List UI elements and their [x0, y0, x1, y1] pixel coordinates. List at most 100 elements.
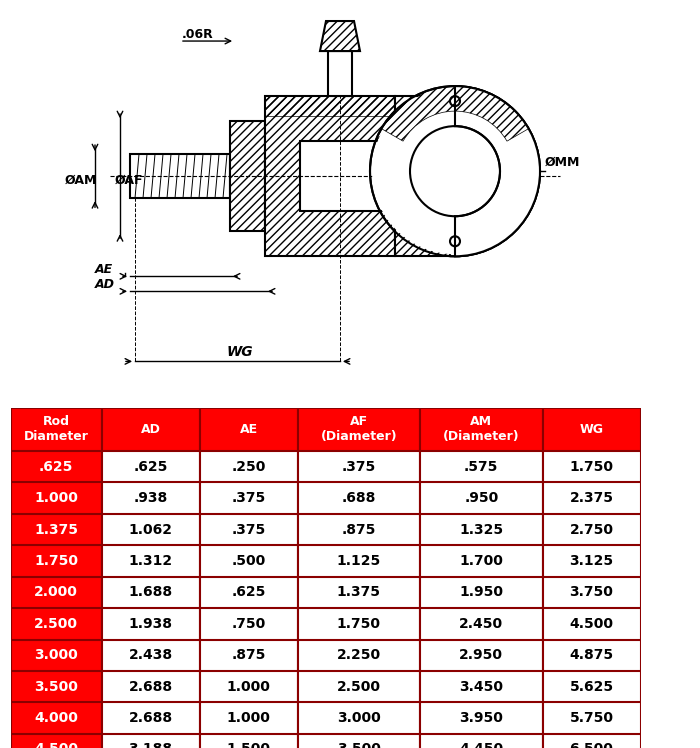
Bar [420, 408, 542, 451]
Text: .250: .250 [231, 460, 266, 473]
Bar [199, 734, 298, 748]
Bar [298, 702, 420, 734]
Bar [102, 408, 200, 451]
Text: .06R: .06R [182, 28, 214, 41]
Bar [420, 514, 542, 545]
Bar [102, 734, 200, 748]
Text: 2.750: 2.750 [570, 523, 613, 536]
Text: 3.000: 3.000 [34, 649, 78, 662]
Text: .375: .375 [232, 491, 265, 505]
Bar [298, 451, 420, 482]
Text: 1.000: 1.000 [34, 491, 78, 505]
Bar [10, 640, 102, 671]
Text: 3.188: 3.188 [128, 743, 173, 748]
Text: AD: AD [141, 423, 160, 436]
Bar [298, 734, 420, 748]
Text: .375: .375 [342, 460, 376, 473]
Text: 2.688: 2.688 [128, 711, 173, 725]
Text: 2.950: 2.950 [459, 649, 503, 662]
Bar [298, 408, 420, 451]
Text: AM
(Diameter): AM (Diameter) [443, 415, 519, 444]
Bar [420, 734, 542, 748]
Text: .875: .875 [342, 523, 376, 536]
Bar [265, 96, 395, 257]
Bar [10, 671, 102, 702]
Text: .750: .750 [232, 617, 265, 631]
Bar [10, 482, 102, 514]
Text: AE: AE [95, 263, 113, 276]
Bar [542, 577, 640, 608]
Text: 1.750: 1.750 [570, 460, 613, 473]
Text: 6.500: 6.500 [570, 743, 613, 748]
Wedge shape [455, 86, 540, 257]
Text: 2.250: 2.250 [337, 649, 381, 662]
Text: .375: .375 [232, 523, 265, 536]
Text: 4.500: 4.500 [570, 617, 613, 631]
Bar [10, 451, 102, 482]
Text: .500: .500 [232, 554, 265, 568]
Bar [298, 514, 420, 545]
Bar [420, 671, 542, 702]
Bar [199, 577, 298, 608]
Text: .575: .575 [464, 460, 498, 473]
Text: 1.375: 1.375 [337, 586, 381, 599]
Text: 2.375: 2.375 [570, 491, 613, 505]
Text: 2.438: 2.438 [128, 649, 173, 662]
Text: .688: .688 [342, 491, 376, 505]
Text: 4.000: 4.000 [34, 711, 78, 725]
Bar [542, 408, 640, 451]
Text: .625: .625 [231, 586, 266, 599]
Text: 2.450: 2.450 [459, 617, 503, 631]
Text: 2.000: 2.000 [34, 586, 78, 599]
Bar [298, 671, 420, 702]
Text: 3.500: 3.500 [337, 743, 381, 748]
Text: WG: WG [227, 346, 253, 359]
Bar [420, 577, 542, 608]
Text: 3.500: 3.500 [34, 680, 78, 693]
Bar [265, 96, 395, 116]
Text: AF
(Diameter): AF (Diameter) [321, 415, 397, 444]
Text: WG: WG [580, 423, 603, 436]
Bar [102, 640, 200, 671]
Text: AD: AD [95, 278, 115, 291]
Bar [10, 577, 102, 608]
Text: 1.325: 1.325 [459, 523, 503, 536]
Bar [199, 545, 298, 577]
Text: 3.450: 3.450 [459, 680, 503, 693]
Text: 1.500: 1.500 [227, 743, 270, 748]
Bar [199, 702, 298, 734]
Text: 1.000: 1.000 [227, 711, 270, 725]
Text: ØMM: ØMM [545, 156, 580, 169]
Bar [199, 640, 298, 671]
Bar [199, 451, 298, 482]
Text: 1.000: 1.000 [227, 680, 270, 693]
Bar [420, 702, 542, 734]
Bar [542, 608, 640, 640]
Bar [420, 640, 542, 671]
Text: 3.000: 3.000 [337, 711, 381, 725]
Bar [10, 545, 102, 577]
Bar [298, 577, 420, 608]
Text: .938: .938 [134, 491, 167, 505]
Bar [102, 577, 200, 608]
Bar [199, 608, 298, 640]
Bar [395, 96, 450, 257]
Text: 4.875: 4.875 [569, 649, 614, 662]
Text: .950: .950 [464, 491, 498, 505]
Bar [102, 482, 200, 514]
Text: 1.950: 1.950 [459, 586, 503, 599]
Text: 2.500: 2.500 [34, 617, 78, 631]
Bar [328, 51, 352, 96]
Text: .875: .875 [231, 649, 266, 662]
Text: 1.750: 1.750 [34, 554, 78, 568]
Bar [102, 545, 200, 577]
Bar [298, 608, 420, 640]
Bar [102, 671, 200, 702]
Text: 1.688: 1.688 [128, 586, 173, 599]
Bar [230, 121, 265, 231]
Text: 5.750: 5.750 [570, 711, 613, 725]
Text: 3.125: 3.125 [569, 554, 614, 568]
Bar [542, 702, 640, 734]
Text: 4.500: 4.500 [34, 743, 78, 748]
Bar [10, 408, 102, 451]
